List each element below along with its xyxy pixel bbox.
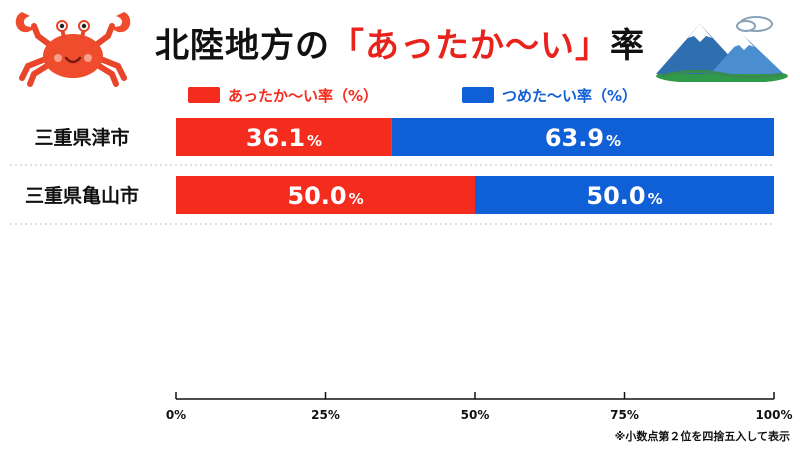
legend-label-warm: あったか〜い率（%） xyxy=(228,86,379,105)
data-label: 36.1% xyxy=(246,124,322,152)
x-tick-label: 0% xyxy=(166,408,186,422)
crab-icon xyxy=(15,12,131,87)
legend-warm: あったか〜い率（%） xyxy=(188,86,379,105)
x-tick-label: 100% xyxy=(755,408,792,422)
footnote: ※小数点第２位を四捨五入して表示 xyxy=(614,430,790,443)
x-tick-label: 25% xyxy=(311,408,340,422)
bar-warm xyxy=(176,118,392,156)
x-tick-label: 75% xyxy=(610,408,639,422)
bar-cold xyxy=(475,176,774,214)
data-label: 50.0% xyxy=(287,182,363,210)
category-label: 三重県亀山市 xyxy=(25,184,139,207)
chart-title: 北陸地方の 「あったか〜い」率 xyxy=(150,12,650,72)
mountain-icon xyxy=(656,16,788,82)
legend-label-cold: つめた〜い率（%） xyxy=(502,86,638,105)
legend-swatch-warm xyxy=(188,87,220,103)
x-tick-label: 50% xyxy=(461,408,490,422)
legend-cold: つめた〜い率（%） xyxy=(462,86,638,105)
bar-warm xyxy=(176,176,475,214)
category-label: 三重県津市 xyxy=(34,126,129,149)
data-label: 63.9% xyxy=(545,124,621,152)
bar-cold xyxy=(391,118,774,156)
title-highlight: 「あったか〜い」 xyxy=(330,25,610,66)
title-suffix: 率 xyxy=(610,25,645,66)
data-label: 50.0% xyxy=(586,182,662,210)
legend-swatch-cold xyxy=(462,87,494,103)
title-prefix: 北陸地方の xyxy=(155,25,330,66)
